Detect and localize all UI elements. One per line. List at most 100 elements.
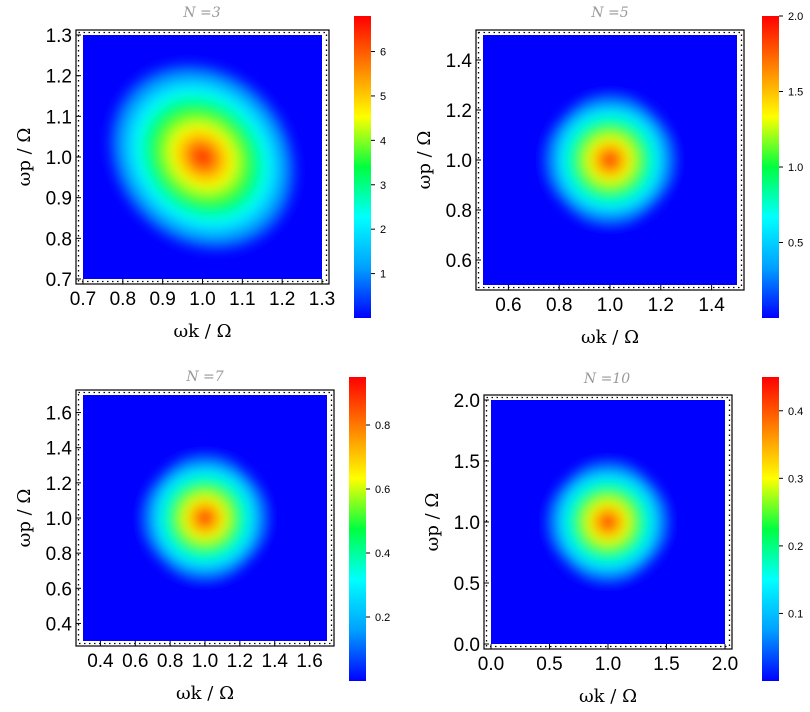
x-axis-label: ωk / Ω (579, 686, 637, 707)
y-tick-label: 0.6 (446, 251, 472, 272)
colorbar-tick-label: 5 (380, 91, 386, 103)
heatmap-field (491, 400, 725, 644)
colorbar-tick-label: 0.5 (788, 238, 803, 250)
y-tick-label: 2.0 (454, 391, 480, 412)
y-axis-label: ωp / Ω (422, 493, 443, 552)
colorbar (762, 16, 779, 318)
x-tick-label: 2.0 (712, 654, 738, 675)
y-tick-label: 0.9 (46, 189, 72, 210)
chart-title: N =7 (185, 369, 223, 385)
y-tick-label: 1.5 (454, 452, 480, 473)
colorbar-tick-label: 2.0 (788, 11, 803, 23)
chart-panel-1: 0.7 0.8 0.9 1.0 1.1 1.2 1.3 0.7 0.8 0.9 1.0 1.1 1.2 1… (14, 5, 386, 342)
x-tick-label: 0.7 (70, 289, 96, 310)
plot-frame-dots (485, 396, 731, 648)
x-tick-label: 1.4 (698, 295, 725, 316)
plot-frame-dots (477, 31, 743, 289)
x-tick-label: 0.6 (122, 651, 148, 672)
colorbar-tick-label: 0.6 (375, 484, 390, 496)
chart-title: N =10 (583, 371, 630, 387)
x-tick-label: 1.0 (189, 289, 215, 310)
colorbar-tick-label: 0.4 (375, 548, 390, 560)
y-tick-label: 1.2 (46, 474, 72, 495)
colorbar-tick-label: 2 (380, 224, 386, 236)
x-tick-label: 1.2 (648, 295, 674, 316)
x-tick-label: 1.4 (262, 651, 289, 672)
y-axis-label: ωp / Ω (414, 131, 435, 190)
x-tick-label: 0.5 (536, 654, 562, 675)
y-tick-label: 1.0 (446, 151, 472, 172)
x-tick-label: 0.4 (87, 651, 114, 672)
x-tick-label: 0.8 (546, 295, 572, 316)
chart-title: N =3 (182, 5, 220, 21)
x-tick-label: 0.9 (149, 289, 175, 310)
y-tick-label: 0.8 (46, 544, 72, 565)
colorbar-tick-label: 0.2 (375, 612, 390, 624)
heatmap-peak (531, 81, 689, 239)
colorbar (349, 377, 366, 681)
colorbar-tick-label: 1.0 (788, 162, 803, 174)
x-tick-label: 1.2 (227, 651, 253, 672)
heatmap-field (83, 395, 327, 641)
x-axis-label: ωk / Ω (581, 327, 639, 348)
colorbar-tick-label: 0.4 (788, 406, 803, 418)
colorbar-tick-label: 6 (380, 47, 386, 59)
y-tick-label: 1.0 (46, 509, 72, 530)
x-tick-label: 0.8 (110, 289, 136, 310)
y-tick-label: 1.4 (446, 51, 473, 72)
heatmap-blob (531, 81, 689, 239)
x-axis-label: ωk / Ω (173, 321, 231, 342)
x-tick-label: 1.2 (269, 289, 295, 310)
y-axis-label: ωp / Ω (14, 128, 35, 187)
y-tick-label: 0.0 (454, 635, 480, 656)
chart-panel-3: 0.4 0.6 0.8 1.0 1.2 1.4 1.6 0.4 0.6 0.8 1.0 1.2 1.4 1… (14, 369, 390, 704)
y-tick-label: 1.0 (454, 513, 480, 534)
y-tick-label: 1.2 (446, 101, 472, 122)
y-tick-label: 0.8 (446, 201, 472, 222)
heatmap-field (483, 35, 737, 285)
heatmap-peak (129, 442, 281, 594)
heatmap-peak (106, 61, 299, 253)
y-tick-label: 1.1 (46, 107, 72, 128)
heatmap-blob (129, 442, 281, 594)
chart-title: N =5 (590, 5, 628, 21)
x-tick-label: 1.6 (296, 651, 322, 672)
colorbar-tick-label: 0.8 (375, 420, 390, 432)
heatmap-peak (536, 450, 680, 594)
colorbar-tick-label: 0.1 (788, 608, 803, 620)
x-tick-label: 1.5 (653, 654, 679, 675)
x-tick-label: 1.1 (229, 289, 255, 310)
x-tick-label: 0.8 (157, 651, 183, 672)
colorbar-tick-label: 4 (380, 135, 386, 147)
heatmap-field (83, 35, 322, 279)
colorbar-tick-label: 1 (380, 269, 386, 281)
y-tick-label: 0.4 (46, 614, 73, 635)
colorbar-tick-label: 1.5 (788, 87, 803, 99)
y-tick-label: 1.4 (46, 439, 73, 460)
y-tick-label: 0.5 (454, 574, 480, 595)
heatmap-blob (106, 61, 299, 253)
chart-panel-4: 0.0 0.5 1.0 1.5 2.0 0.0 0.5 1.0 1.5 2.0 N =10 ωk / … (422, 371, 803, 707)
x-tick-label: 1.0 (192, 651, 218, 672)
colorbar (354, 16, 371, 318)
chart-panel-2: 0.6 0.8 1.0 1.2 1.4 0.6 0.8 1.0 1.2 1.4 N =5 ωk / Ω… (414, 5, 803, 348)
colorbar-tick-label: 3 (380, 180, 386, 192)
x-tick-label: 1.3 (309, 289, 335, 310)
heatmap-blob (536, 450, 680, 594)
y-axis-label: ωp / Ω (14, 489, 35, 548)
y-tick-label: 0.8 (46, 229, 72, 250)
y-tick-label: 1.2 (46, 67, 72, 88)
colorbar-tick-label: 0.3 (788, 473, 803, 485)
x-tick-label: 0.6 (495, 295, 521, 316)
x-axis-label: ωk / Ω (176, 683, 234, 704)
y-tick-label: 1.6 (46, 404, 72, 425)
colorbar-tick-label: 0.2 (788, 541, 803, 553)
y-tick-label: 1.3 (46, 26, 72, 47)
x-tick-label: 0.0 (478, 654, 504, 675)
y-tick-label: 0.7 (46, 270, 72, 291)
x-tick-label: 1.0 (597, 295, 623, 316)
x-tick-label: 1.0 (595, 654, 621, 675)
y-tick-label: 1.0 (46, 148, 72, 169)
colorbar (762, 377, 779, 681)
